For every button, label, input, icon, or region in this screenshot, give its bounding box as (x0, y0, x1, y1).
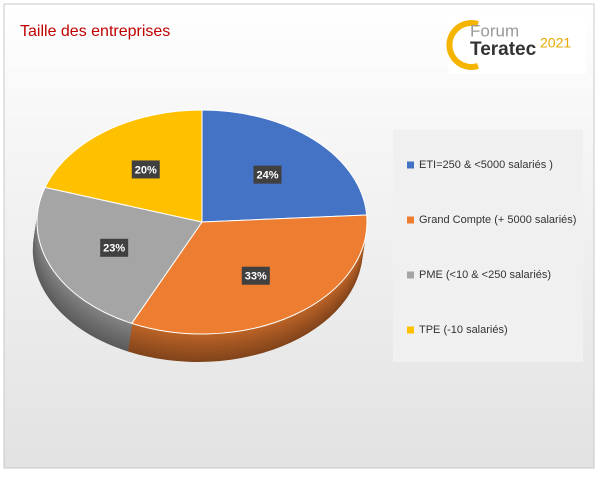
data-label-bg (241, 266, 270, 285)
legend-label: ETI=250 & <5000 salariés ) (419, 159, 553, 171)
logo-text: Forum (470, 21, 519, 40)
legend-label: PME (<10 & <250 salariés) (419, 269, 551, 281)
legend-swatch (407, 216, 414, 224)
legend-label: Grand Compte (+ 5000 salariés) (419, 214, 576, 226)
logo-year: 2021 (540, 35, 571, 51)
legend-label: TPE (-10 salariés) (419, 324, 508, 336)
data-label: 20% (135, 164, 157, 176)
data-label: 33% (245, 271, 267, 283)
chart-title: Taille des entreprises (20, 23, 170, 40)
data-label-bg (131, 160, 160, 179)
data-label-bg (100, 238, 129, 257)
legend-swatch (407, 161, 414, 169)
legend-swatch (407, 326, 414, 334)
slice (44, 109, 203, 223)
legend-swatch (407, 271, 414, 279)
data-label: 24% (256, 170, 278, 182)
data-label: 23% (103, 243, 125, 255)
logo-text: Teratec (470, 39, 537, 60)
logo: Forum Teratec 2021 (446, 14, 586, 74)
legend-box (393, 130, 583, 362)
slice (201, 109, 368, 223)
data-label-bg (253, 165, 282, 184)
logo-arc (446, 20, 479, 70)
